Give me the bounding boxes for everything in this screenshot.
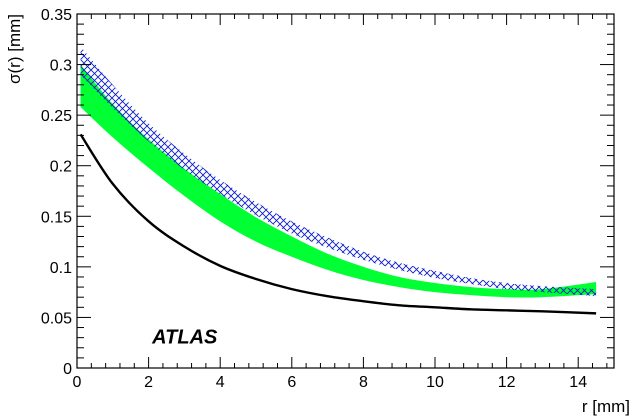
plot-area bbox=[79, 46, 597, 315]
x-tick-label: 6 bbox=[287, 374, 296, 391]
tick-labels: 0 2 4 6 8 10 12 14 0 0.05 0.1 0.15 0.2 0.25 0.3 0.35 bbox=[41, 7, 587, 391]
x-tick-label: 4 bbox=[216, 374, 225, 391]
y-tick-label: 0.1 bbox=[50, 260, 72, 277]
x-tick-label: 14 bbox=[569, 374, 587, 391]
y-axis-label: σ(r) [mm] bbox=[5, 14, 24, 84]
x-axis-label: r [mm] bbox=[582, 397, 630, 416]
axis-ticks bbox=[76, 13, 614, 369]
y-tick-label: 0.2 bbox=[50, 159, 72, 176]
green-band bbox=[80, 64, 597, 298]
x-tick-label: 2 bbox=[144, 374, 153, 391]
y-tick-label: 0 bbox=[63, 361, 72, 378]
y-tick-label: 0.25 bbox=[41, 108, 72, 125]
plot-frame bbox=[76, 13, 615, 369]
x-tick-label: 8 bbox=[359, 374, 368, 391]
x-tick-label: 0 bbox=[73, 374, 82, 391]
black-curve bbox=[79, 133, 597, 315]
y-tick-label: 0.35 bbox=[41, 7, 72, 24]
y-tick-label: 0.15 bbox=[41, 209, 72, 226]
hatched-band bbox=[80, 46, 597, 297]
y-tick-label: 0.3 bbox=[50, 58, 72, 75]
y-tick-label: 0.05 bbox=[41, 310, 72, 327]
x-tick-label: 10 bbox=[426, 374, 444, 391]
atlas-annotation: ATLAS bbox=[151, 327, 218, 349]
x-tick-label: 12 bbox=[498, 374, 516, 391]
